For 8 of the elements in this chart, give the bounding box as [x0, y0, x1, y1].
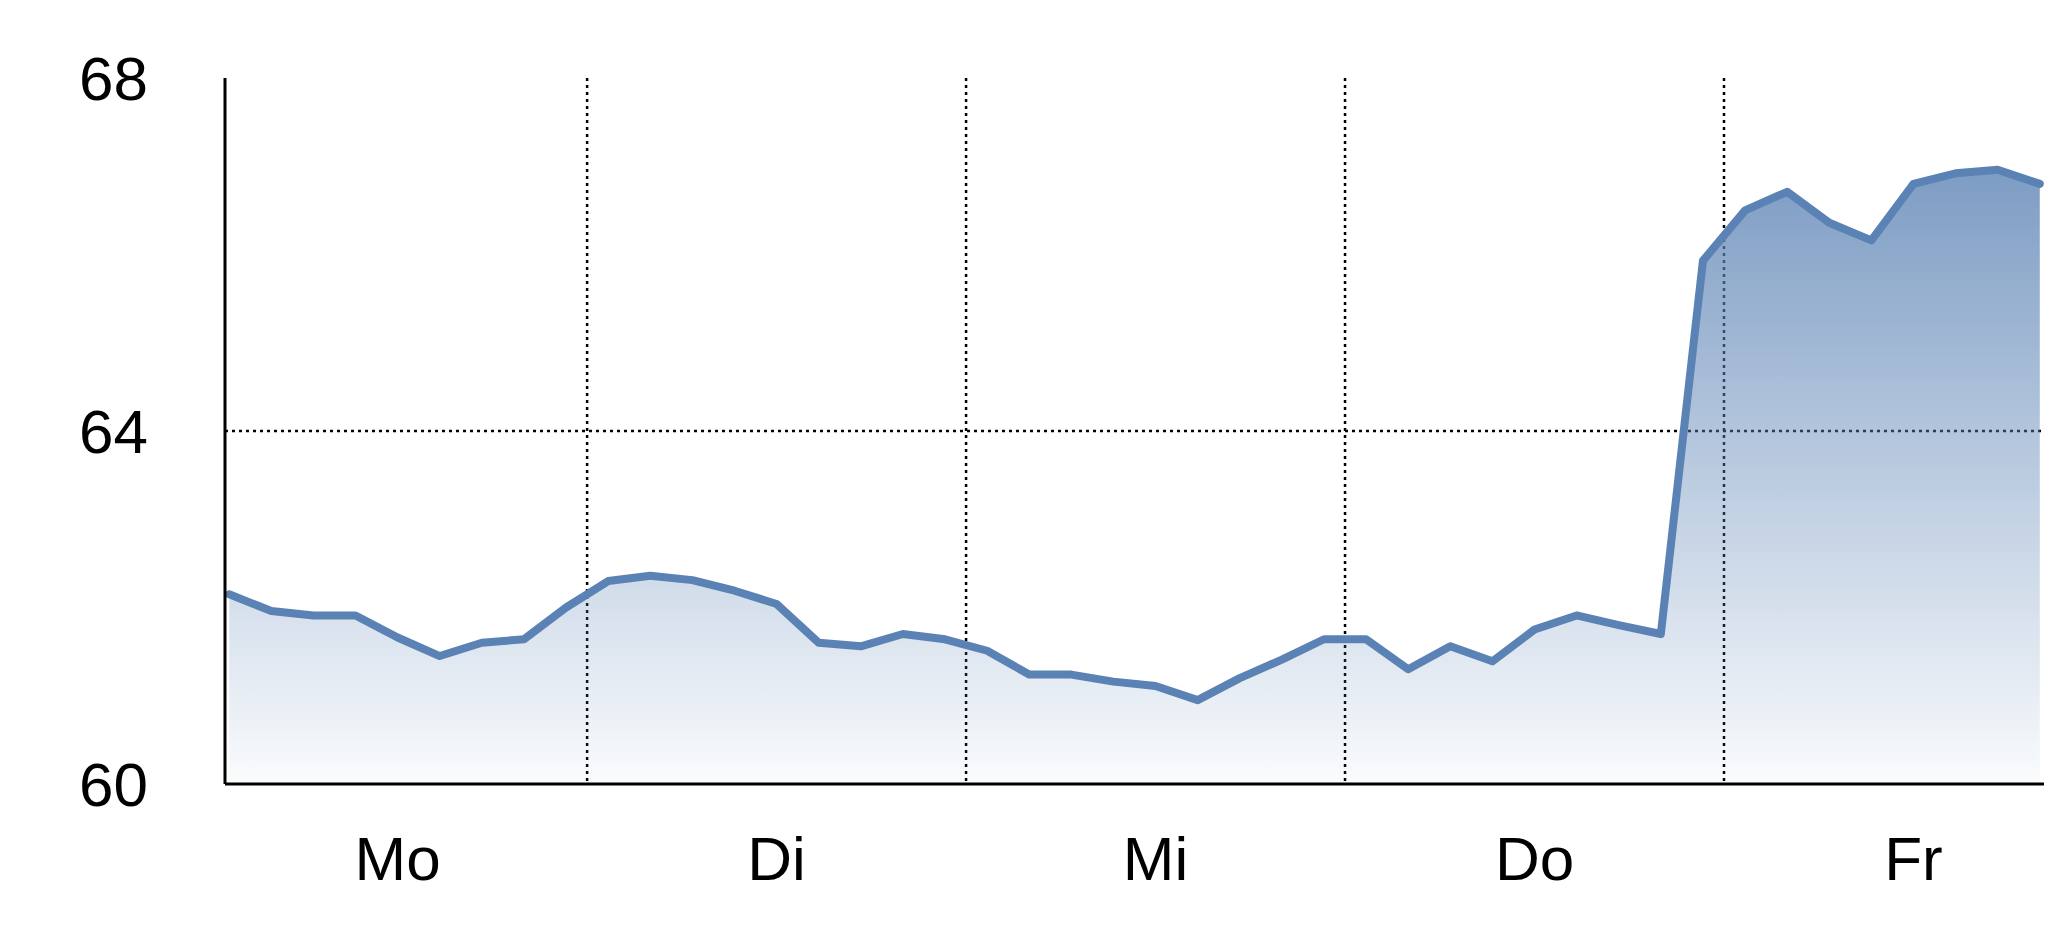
y-tick-label: 60	[79, 749, 148, 819]
y-tick-label: 64	[79, 396, 148, 466]
x-tick-label: Di	[747, 824, 806, 893]
x-tick-label: Mi	[1122, 824, 1189, 893]
x-tick-label: Do	[1494, 824, 1575, 893]
y-tick-label: 68	[79, 43, 148, 113]
x-tick-label: Fr	[1884, 824, 1943, 893]
x-tick-label: Mo	[354, 824, 441, 893]
